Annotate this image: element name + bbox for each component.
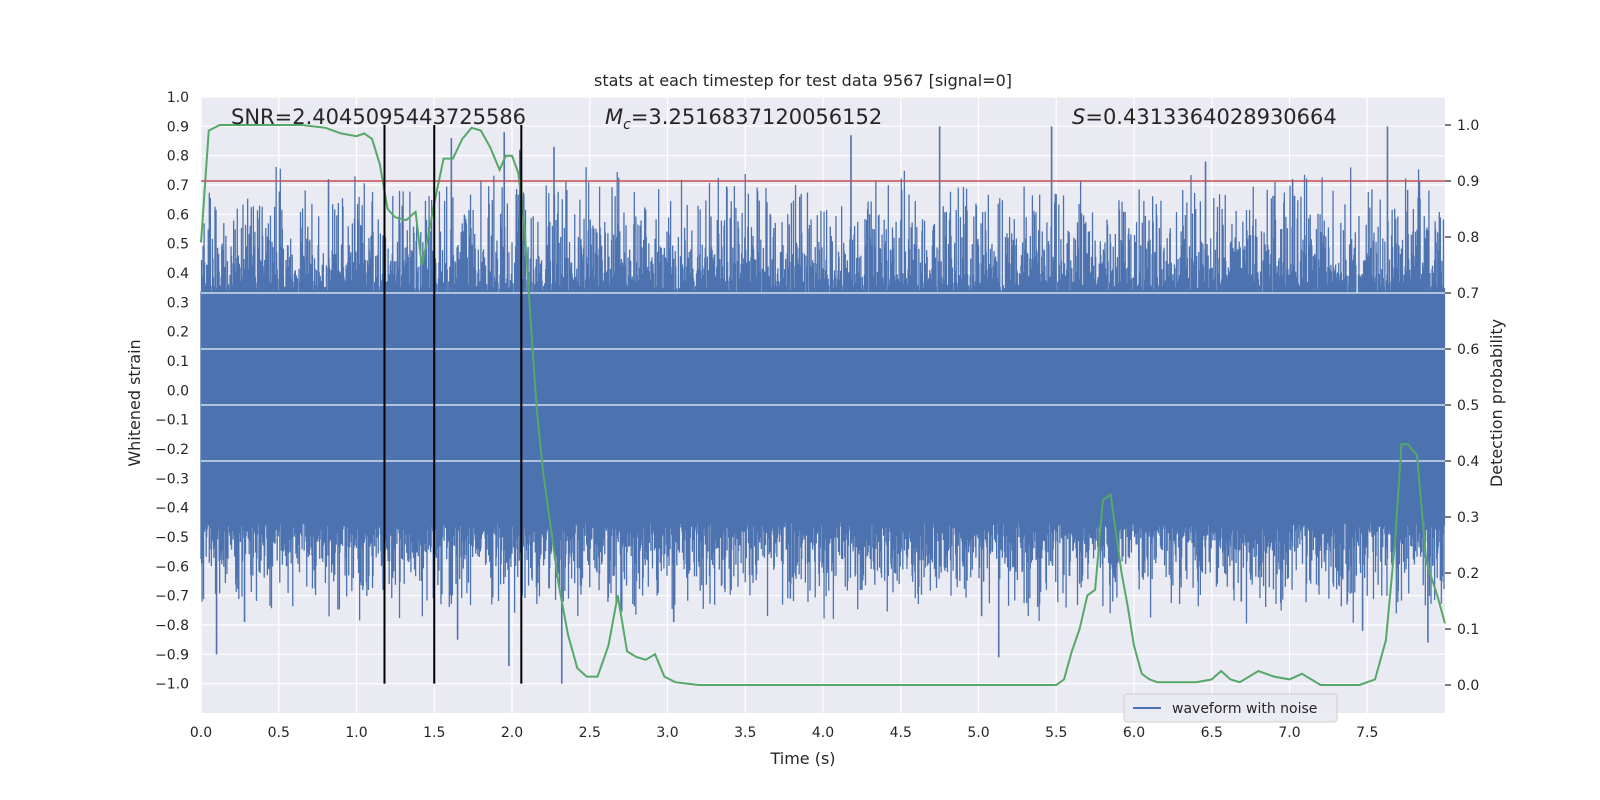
y-tick-label: −0.1 bbox=[155, 413, 189, 429]
x-tick-label: 1.0 bbox=[345, 725, 367, 741]
x-tick-label: 6.0 bbox=[1123, 725, 1145, 741]
y-tick-label: −0.4 bbox=[155, 501, 189, 517]
s-annotation: S=0.4313364028930664 bbox=[1072, 105, 1337, 129]
y-tick-label: 0.2 bbox=[167, 325, 189, 341]
y-tick-label: −0.8 bbox=[155, 618, 189, 634]
detection-probability-line bbox=[200, 124, 1446, 686]
x-tick-label: 4.5 bbox=[890, 725, 912, 741]
y-tick-label: −1.0 bbox=[155, 677, 189, 693]
y2-tick-label: 0.9 bbox=[1457, 174, 1479, 190]
x-tick-label: 3.5 bbox=[734, 725, 756, 741]
y2-tick-label: 0.8 bbox=[1457, 230, 1479, 246]
y2-tick-label: 0.4 bbox=[1457, 454, 1479, 470]
y2-tick-label: 0.3 bbox=[1457, 510, 1479, 526]
y-tick-label: 0.6 bbox=[167, 207, 189, 223]
waveform-noise-core bbox=[201, 293, 1445, 523]
y-tick-label: −0.5 bbox=[155, 530, 189, 546]
legend-box bbox=[1123, 693, 1338, 723]
x-tick-label: 2.0 bbox=[501, 725, 523, 741]
y-tick-label: 0.3 bbox=[167, 295, 189, 311]
x-tick-label: 5.5 bbox=[1045, 725, 1067, 741]
y-tick-label: −0.7 bbox=[155, 589, 189, 605]
series-waveform-with-noise bbox=[200, 126, 1446, 684]
y-axis-label: Whitened strain bbox=[125, 339, 144, 466]
legend: waveform with noise bbox=[1123, 693, 1338, 723]
y-tick-label: −0.3 bbox=[155, 471, 189, 487]
y-tick-label: 0.8 bbox=[167, 149, 189, 165]
y-tick-label: −0.2 bbox=[155, 442, 189, 458]
y-tick-label: 0.0 bbox=[167, 383, 189, 399]
y-tick-label: 0.7 bbox=[167, 178, 189, 194]
snr-annotation: SNR=2.4045095443725586 bbox=[231, 105, 526, 129]
y2-tick-label: 0.0 bbox=[1457, 678, 1479, 694]
y-tick-label: −0.9 bbox=[155, 647, 189, 663]
y2-tick-label: 1.0 bbox=[1457, 118, 1479, 134]
y2-tick-label: 0.7 bbox=[1457, 286, 1479, 302]
y-tick-label: 0.9 bbox=[167, 119, 189, 135]
y-tick-label: 0.1 bbox=[167, 354, 189, 370]
x-tick-label: 5.0 bbox=[967, 725, 989, 741]
y-tick-label: 1.0 bbox=[167, 90, 189, 106]
x-tick-label: 0.0 bbox=[190, 725, 212, 741]
y2-tick-label: 0.6 bbox=[1457, 342, 1479, 358]
chart-title: stats at each timestep for test data 956… bbox=[594, 71, 1012, 90]
x-tick-label: 3.0 bbox=[656, 725, 678, 741]
legend-label: waveform with noise bbox=[1172, 701, 1317, 717]
x-tick-label: 7.5 bbox=[1356, 725, 1378, 741]
y2-tick-label: 0.5 bbox=[1457, 398, 1479, 414]
y-tick-label: 0.4 bbox=[167, 266, 189, 282]
reference-lines bbox=[201, 125, 1445, 684]
x-axis-ticks: 0.0 0.5 1.0 1.5 2.0 2.5 3.0 3.5 4.0 4.5 5.0 5.5 6.0 6… bbox=[190, 725, 1379, 741]
right-axis-ticks: 1.0 0.9 0.8 0.7 0.6 0.5 0.4 0.3 0.2 0.1 0.0 bbox=[1445, 118, 1479, 694]
x-tick-label: 0.5 bbox=[268, 725, 290, 741]
chirp-mass-annotation: Mc=3.2516837120056152 bbox=[605, 105, 882, 133]
left-axis-ticks: 1.0 0.9 0.8 0.7 0.6 0.5 0.4 0.3 0.2 0.1 0.0 −0.1 −0.… bbox=[155, 90, 189, 693]
y2-tick-label: 0.2 bbox=[1457, 566, 1479, 582]
series-detection-probability bbox=[200, 124, 1446, 686]
s-symbol: S bbox=[1072, 105, 1085, 129]
x-tick-label: 6.5 bbox=[1201, 725, 1223, 741]
x-tick-label: 4.0 bbox=[812, 725, 834, 741]
x-axis-label: Time (s) bbox=[769, 749, 835, 768]
y2-tick-label: 0.1 bbox=[1457, 622, 1479, 638]
y-tick-label: 0.5 bbox=[167, 237, 189, 253]
chirp-mass-subscript: c bbox=[623, 117, 631, 133]
x-tick-label: 2.5 bbox=[579, 725, 601, 741]
y2-axis-label: Detection probability bbox=[1487, 319, 1506, 487]
x-tick-label: 1.5 bbox=[423, 725, 445, 741]
chirp-mass-value: =3.2516837120056152 bbox=[631, 105, 882, 129]
s-value: =0.4313364028930664 bbox=[1085, 105, 1336, 129]
x-tick-label: 7.0 bbox=[1278, 725, 1300, 741]
y-tick-label: −0.6 bbox=[155, 559, 189, 575]
chirp-mass-symbol: M bbox=[605, 105, 623, 129]
